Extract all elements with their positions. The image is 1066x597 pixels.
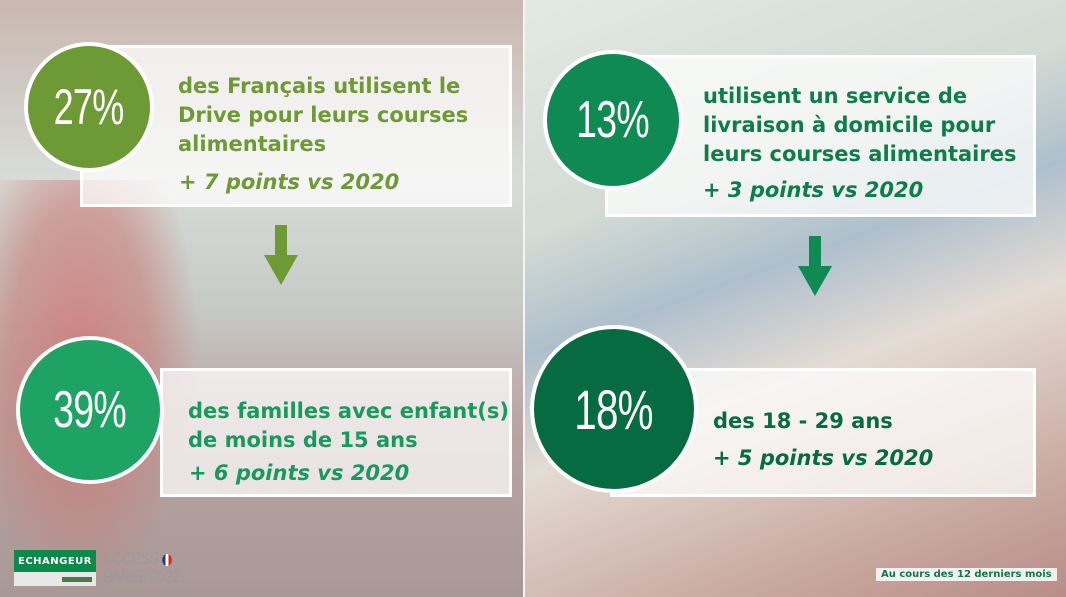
percent-value: 13%	[576, 91, 650, 149]
delta-text: + 6 points vs 2020	[189, 461, 410, 485]
echangeur-logo: ECHANGEUR	[14, 550, 96, 586]
stat-box-drive	[80, 45, 512, 207]
stat-text-young: des 18 - 29 ans	[713, 407, 893, 436]
percent-value: 18%	[574, 377, 654, 441]
stat-text-delivery: utilisent un service de livraison à domi…	[703, 82, 1016, 169]
percent-circle-drive: 27%	[24, 42, 154, 172]
stat-line: livraison à domicile pour	[703, 113, 996, 137]
divider	[523, 0, 525, 597]
stat-text-drive: des Français utilisent le Drive pour leu…	[178, 72, 468, 159]
percent-value: 27%	[54, 79, 125, 135]
brand-name: ECHANGEUR	[14, 550, 96, 572]
panel-line1: ACCESS	[103, 549, 159, 568]
period-note: Au cours des 12 derniers mois	[876, 568, 1057, 581]
stat-line: de moins de 15 ans	[188, 428, 418, 452]
stat-line: utilisent un service de	[703, 84, 968, 108]
delta-text: + 7 points vs 2020	[179, 170, 400, 194]
delta-text: + 5 points vs 2020	[713, 446, 934, 470]
stat-box-families	[160, 368, 512, 497]
stat-text-families: des familles avec enfant(s) de moins de …	[188, 397, 509, 455]
percent-circle-young: 18%	[530, 325, 698, 493]
percent-circle-delivery: 13%	[543, 50, 683, 190]
stat-line: leurs courses alimentaires	[703, 142, 1017, 166]
stat-line: alimentaires	[178, 132, 327, 156]
french-flag-icon	[162, 553, 172, 566]
percent-value: 39%	[53, 381, 127, 439]
percent-circle-families: 39%	[16, 336, 164, 484]
stat-line: des familles avec enfant(s)	[188, 399, 509, 423]
panel-line2: PANEL 2022	[103, 567, 181, 586]
delta-text: + 3 points vs 2020	[703, 178, 924, 202]
access-panel-logo: ACCESS PANEL 2022	[103, 550, 180, 586]
stat-line: des 18 - 29 ans	[713, 409, 893, 433]
bnp-mark-icon	[62, 576, 92, 582]
stat-line: des Français utilisent le	[178, 74, 461, 98]
stat-line: Drive pour leurs courses	[178, 103, 469, 127]
